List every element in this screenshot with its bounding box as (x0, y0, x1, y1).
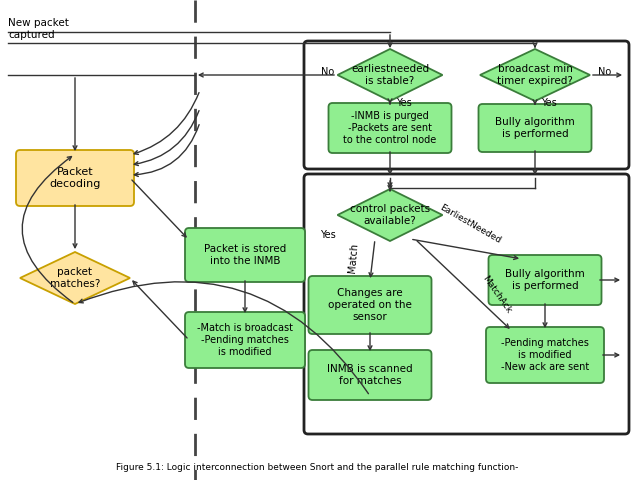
Text: packet
matches?: packet matches? (50, 267, 100, 289)
Polygon shape (20, 252, 130, 304)
FancyBboxPatch shape (309, 276, 432, 334)
Text: Match: Match (347, 242, 360, 274)
FancyBboxPatch shape (488, 255, 601, 305)
FancyArrowPatch shape (134, 93, 199, 155)
Text: -INMB is purged
-Packets are sent
to the control node: -INMB is purged -Packets are sent to the… (344, 111, 437, 144)
Text: -Match is broadcast
-Pending matches
is modified: -Match is broadcast -Pending matches is … (197, 324, 293, 357)
FancyBboxPatch shape (486, 327, 604, 383)
FancyArrowPatch shape (135, 125, 199, 177)
Text: control packets
available?: control packets available? (350, 204, 430, 226)
Text: Packet is stored
into the INMB: Packet is stored into the INMB (204, 244, 286, 266)
FancyBboxPatch shape (304, 41, 629, 169)
FancyArrowPatch shape (79, 282, 368, 394)
Text: EarliestNeeded: EarliestNeeded (438, 203, 502, 245)
Text: No: No (598, 67, 612, 77)
FancyBboxPatch shape (309, 350, 432, 400)
FancyBboxPatch shape (16, 150, 134, 206)
Text: Yes: Yes (541, 98, 557, 108)
FancyBboxPatch shape (185, 312, 305, 368)
Text: INMB is scanned
for matches: INMB is scanned for matches (327, 364, 413, 386)
Text: Changes are
operated on the
sensor: Changes are operated on the sensor (328, 288, 412, 322)
Text: New packet
captured: New packet captured (8, 18, 69, 40)
FancyArrowPatch shape (22, 156, 73, 302)
Text: No: No (321, 67, 334, 77)
FancyBboxPatch shape (479, 104, 591, 152)
Text: Yes: Yes (396, 98, 411, 108)
Text: Packet
decoding: Packet decoding (50, 167, 101, 189)
FancyBboxPatch shape (304, 174, 629, 434)
FancyArrowPatch shape (134, 110, 199, 166)
Polygon shape (337, 189, 443, 241)
Text: earliestneeded
is stable?: earliestneeded is stable? (351, 64, 429, 86)
Text: Bully algorithm
is performed: Bully algorithm is performed (495, 117, 575, 139)
Text: Figure 5.1: Logic interconnection between Snort and the parallel rule matching f: Figure 5.1: Logic interconnection betwee… (116, 463, 518, 472)
FancyBboxPatch shape (185, 228, 305, 282)
Text: Bully algorithm
is performed: Bully algorithm is performed (505, 269, 585, 291)
Text: broadcast min
timer expired?: broadcast min timer expired? (497, 64, 573, 86)
Text: Yes: Yes (320, 230, 336, 240)
Text: -Pending matches
is modified
-New ack are sent: -Pending matches is modified -New ack ar… (501, 338, 589, 372)
FancyBboxPatch shape (328, 103, 451, 153)
Polygon shape (337, 49, 443, 101)
Text: MatchAck: MatchAck (480, 275, 512, 315)
Polygon shape (480, 49, 590, 101)
